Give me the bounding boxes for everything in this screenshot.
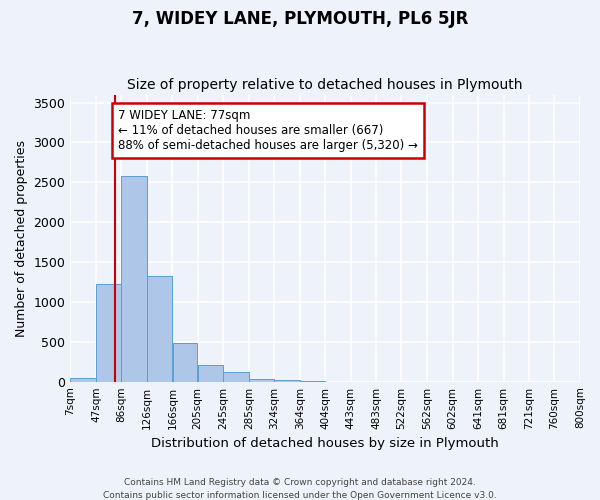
X-axis label: Distribution of detached houses by size in Plymouth: Distribution of detached houses by size … <box>151 437 499 450</box>
Text: 7 WIDEY LANE: 77sqm
← 11% of detached houses are smaller (667)
88% of semi-detac: 7 WIDEY LANE: 77sqm ← 11% of detached ho… <box>118 109 418 152</box>
Bar <box>223 372 249 382</box>
Bar <box>96 284 121 382</box>
Bar <box>249 380 274 382</box>
Bar <box>173 342 197 382</box>
Text: 7, WIDEY LANE, PLYMOUTH, PL6 5JR: 7, WIDEY LANE, PLYMOUTH, PL6 5JR <box>132 10 468 28</box>
Bar <box>147 276 172 382</box>
Y-axis label: Number of detached properties: Number of detached properties <box>15 140 28 336</box>
Title: Size of property relative to detached houses in Plymouth: Size of property relative to detached ho… <box>127 78 523 92</box>
Bar <box>198 365 223 382</box>
Bar <box>70 378 96 382</box>
Bar <box>121 176 146 382</box>
Text: Contains HM Land Registry data © Crown copyright and database right 2024.
Contai: Contains HM Land Registry data © Crown c… <box>103 478 497 500</box>
Bar <box>274 380 299 382</box>
